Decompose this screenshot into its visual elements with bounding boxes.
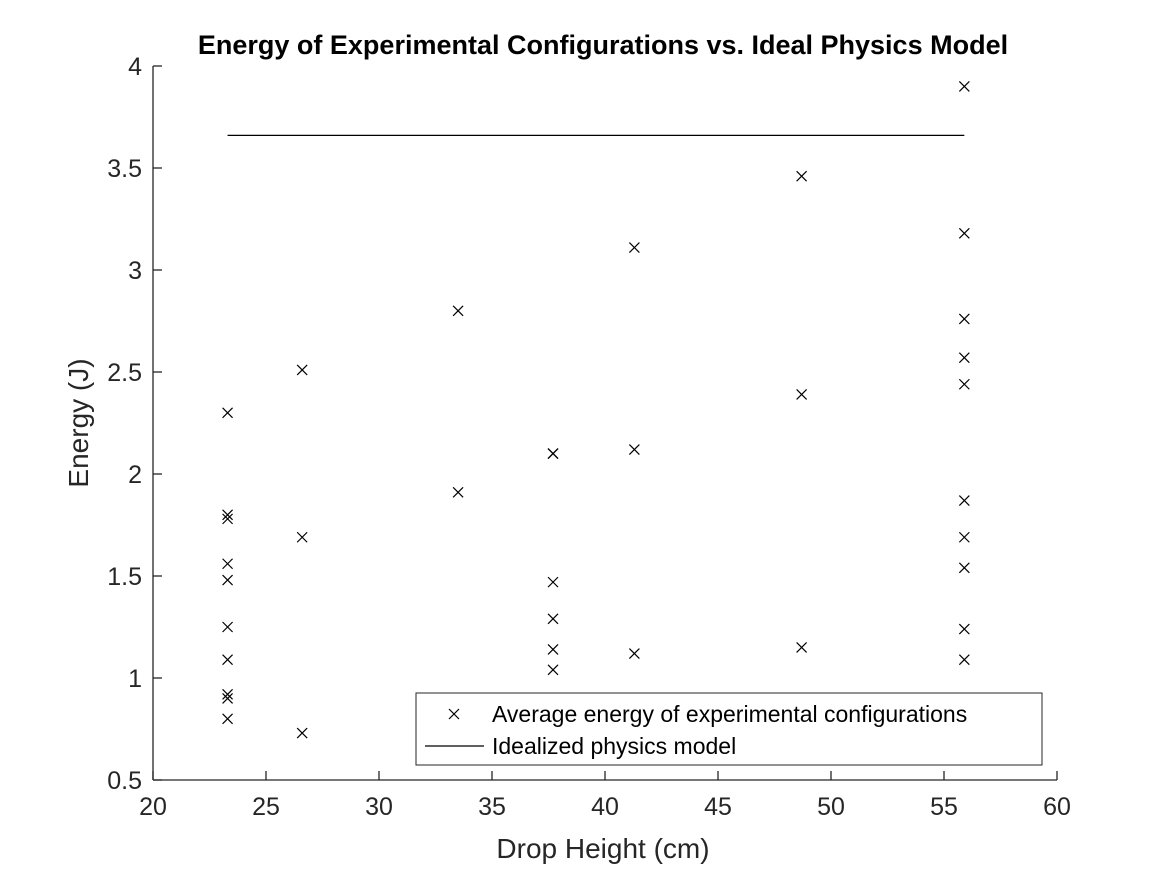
data-point [628,444,640,455]
y-tick-label: 3 [128,257,142,285]
data-point [547,613,559,625]
x-tick-label: 40 [591,793,619,821]
data-point [222,513,234,525]
data-point [796,641,808,653]
x-tick-label: 60 [1043,793,1071,821]
y-tick-label: 1.5 [107,563,142,591]
data-point [452,305,464,317]
data-point [958,378,970,390]
y-tick-label: 2.5 [107,359,142,387]
x-tick-label: 50 [817,793,845,821]
data-point [222,688,234,700]
legend-box [415,692,1043,766]
x-tick-label: 25 [252,793,280,821]
data-point [958,531,970,543]
data-point [222,407,234,419]
y-tick-label: 3.5 [107,155,142,183]
data-point [628,648,640,659]
data-point [296,364,308,376]
legend-label: Average energy of experimental configura… [492,701,967,727]
data-point [296,531,308,543]
data-point [958,495,970,506]
data-point [958,623,970,635]
data-point [958,80,970,92]
x-tick-label: 45 [704,793,732,821]
data-point [222,621,234,633]
x-tick-label: 35 [478,793,506,821]
x-tick-label: 30 [365,793,393,821]
y-tick-label: 0.5 [107,767,142,795]
data-point [958,227,970,239]
data-point [222,713,234,725]
chart-title: Energy of Experimental Configurations vs… [198,30,1008,60]
x-tick-label: 20 [139,793,167,821]
data-point [958,352,970,364]
y-axis-label: Energy (J) [63,358,94,487]
data-point [222,558,234,570]
data-point [958,654,970,666]
y-tick-label: 2 [128,461,142,489]
data-point [452,486,464,498]
data-point [547,644,559,655]
data-point [796,170,808,182]
x-tick-label: 55 [930,793,958,821]
y-tick-label: 1 [128,665,142,693]
y-tick-label: 4 [128,53,142,81]
data-point [222,574,234,586]
data-point [958,562,970,574]
legend: Average energy of experimental configura… [415,692,1043,766]
data-point [958,313,970,325]
data-point [796,389,808,400]
data-layer [222,80,970,739]
axes: 20 25 30 35 40 45 50 55 60 0.5 1 1.5 2 2.5 3 3.5 4 [107,53,1071,821]
data-point [296,727,308,739]
data-point [222,509,234,521]
data-point [547,448,559,460]
data-point [547,576,559,588]
legend-label: Idealized physics model [492,733,736,759]
data-point [628,242,640,253]
data-point [222,692,234,704]
legend-marker-x [448,708,460,720]
data-point [547,664,559,676]
data-point [222,654,234,666]
x-axis-label: Drop Height (cm) [496,833,709,864]
